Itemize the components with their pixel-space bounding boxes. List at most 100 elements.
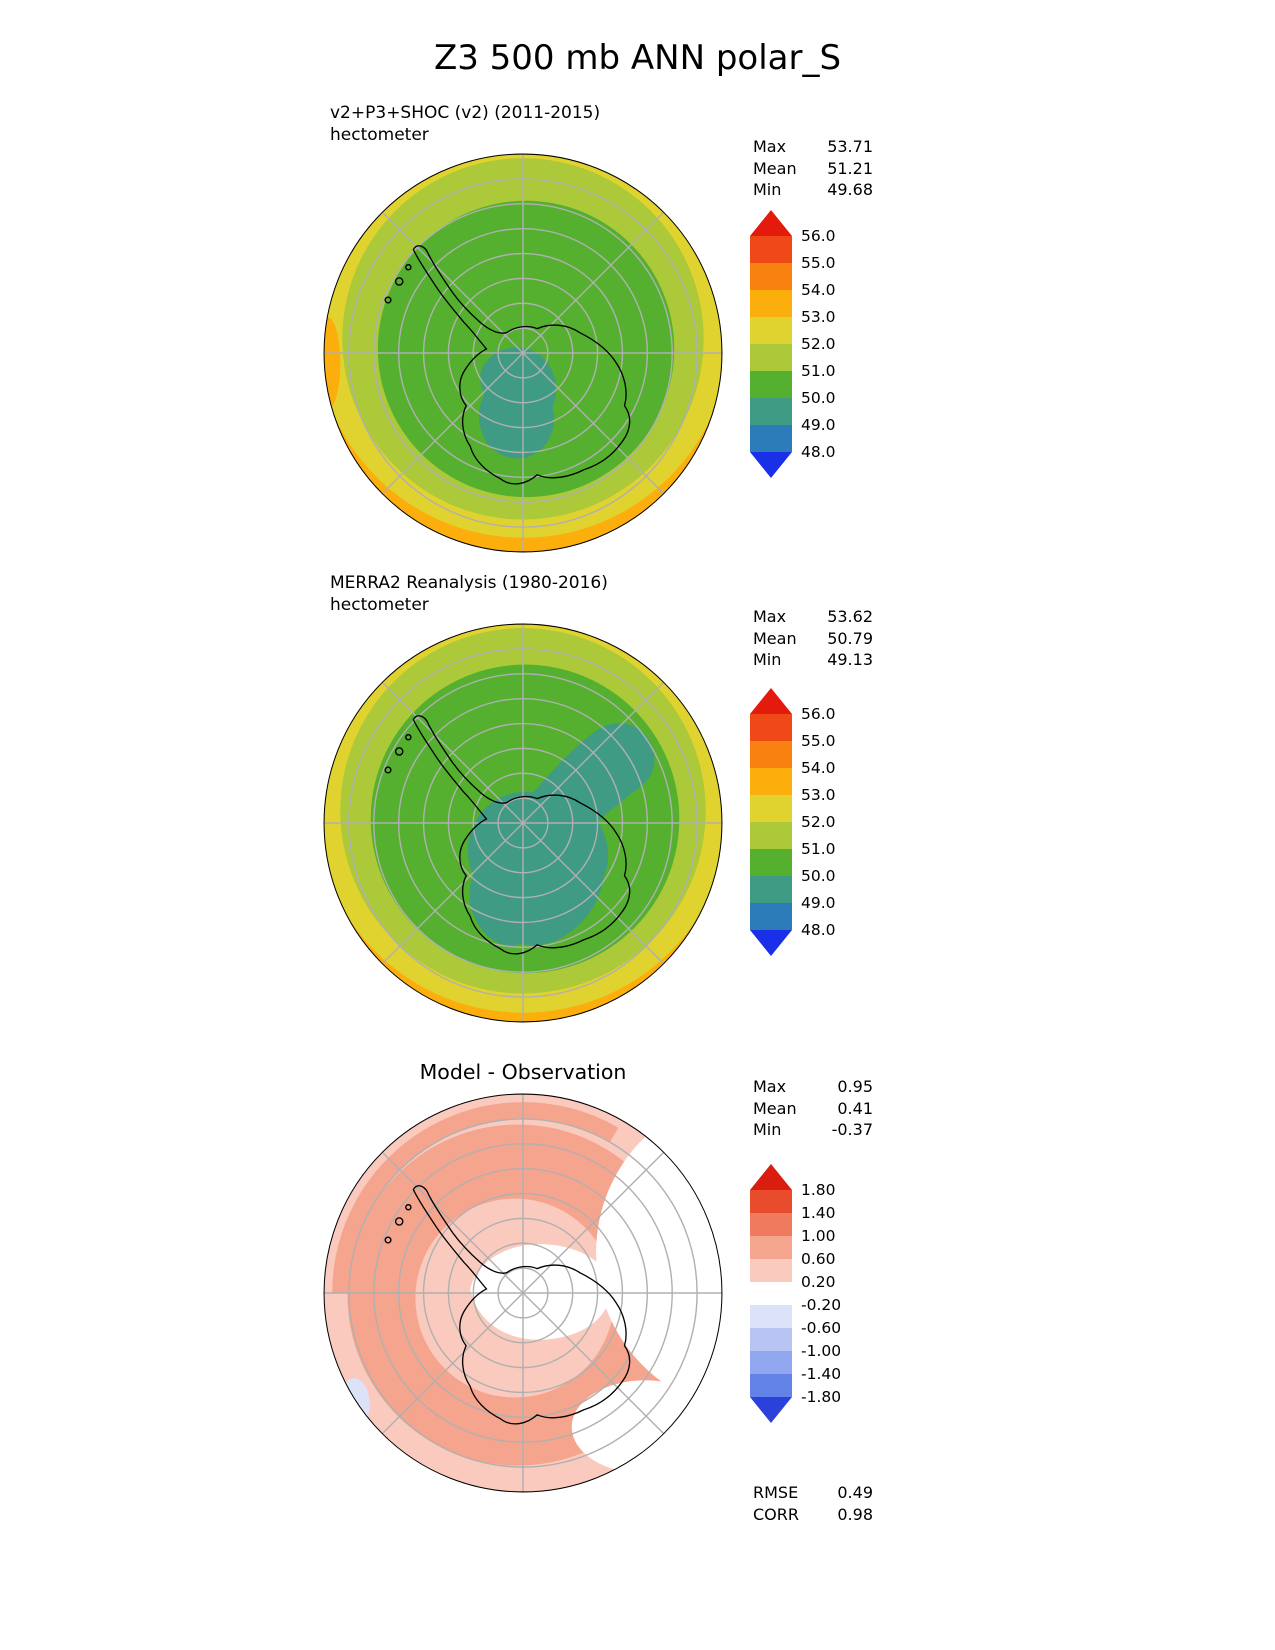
colorbar-over-arrow	[750, 688, 792, 714]
colorbar-band	[750, 1213, 792, 1236]
model-dataset-label: v2+P3+SHOC (v2) (2011-2015) hectometer	[330, 102, 600, 146]
antarctica-coastline	[384, 1185, 631, 1425]
colorbar-under-arrow	[750, 1397, 792, 1423]
colorbar-band	[750, 1282, 792, 1305]
colorbar-band	[750, 236, 792, 263]
stat-value: -0.37	[831, 1120, 873, 1139]
colorbar-tick: 53.0	[801, 308, 836, 326]
colorbar-tick: 55.0	[801, 732, 836, 750]
colorbar-tick: 1.00	[801, 1227, 836, 1245]
colorbar-tick: -1.00	[801, 1342, 842, 1360]
colorbar-tick: -1.80	[801, 1388, 842, 1406]
colorbar-band	[750, 1236, 792, 1259]
diff-stat-max: Max 0.95	[753, 1076, 873, 1098]
obs-stat-max: Max 53.62	[753, 606, 873, 628]
antarctica-coastline	[384, 715, 631, 955]
stat-label: Min	[753, 650, 782, 669]
colorbar-tick: -0.60	[801, 1319, 842, 1337]
metric-value: 0.98	[837, 1504, 873, 1524]
graticule	[324, 1094, 722, 1492]
colorbar-tick: 50.0	[801, 867, 836, 885]
colorbar-tick: 48.0	[801, 443, 836, 461]
colorbar-tick: 54.0	[801, 759, 836, 777]
colorbar-band	[750, 1190, 792, 1213]
metric-value: 0.49	[837, 1483, 873, 1502]
diff-stat-min: Min -0.37	[753, 1119, 873, 1141]
stat-value: 51.21	[827, 158, 873, 178]
colorbar-tick: 53.0	[801, 786, 836, 804]
obs-dataset-name: MERRA2 Reanalysis (1980-2016)	[330, 573, 608, 593]
metric-label: RMSE	[753, 1483, 799, 1502]
colorbar-tick: -0.20	[801, 1296, 842, 1314]
obs-stat-min: Min 49.13	[753, 649, 873, 671]
colorbar-tick: 1.80	[801, 1181, 836, 1199]
obs-polar-map	[323, 623, 723, 1023]
stat-label: Mean	[753, 158, 797, 178]
colorbar-tick: 51.0	[801, 840, 836, 858]
colorbar-band	[750, 768, 792, 795]
colorbar-tick: 51.0	[801, 362, 836, 380]
colorbar-band	[750, 344, 792, 371]
stat-value: 49.68	[827, 180, 873, 199]
stat-label: Mean	[753, 628, 797, 648]
model-units-label: hectometer	[330, 125, 429, 145]
stat-label: Max	[753, 137, 787, 156]
stat-value: 0.41	[837, 1098, 873, 1118]
model-dataset-name: v2+P3+SHOC (v2) (2011-2015)	[330, 103, 601, 123]
obs-units-label: hectometer	[330, 595, 429, 615]
obs-dataset-label: MERRA2 Reanalysis (1980-2016) hectometer	[330, 572, 608, 616]
stat-label: Max	[753, 607, 787, 626]
colorbar-band	[750, 1305, 792, 1328]
colorbar-band	[750, 795, 792, 822]
colorbar-band	[750, 398, 792, 425]
colorbar-band	[750, 822, 792, 849]
model-colorbar: 56.0 55.0 54.0 53.0 52.0 51.0 50.0 49.0 48.0	[750, 210, 836, 478]
colorbar-band	[750, 1328, 792, 1351]
colorbar-tick: 48.0	[801, 921, 836, 939]
graticule	[324, 624, 722, 1022]
model-stats: Max 53.71 Mean 51.21 Min 49.68	[753, 136, 873, 201]
colorbar-band	[750, 290, 792, 317]
diff-stat-mean: Mean 0.41	[753, 1098, 873, 1120]
colorbar-band	[750, 849, 792, 876]
colorbar-band	[750, 741, 792, 768]
colorbar-tick: 52.0	[801, 335, 836, 353]
metric-rmse: RMSE 0.49	[753, 1482, 873, 1504]
obs-colorbar: 56.0 55.0 54.0 53.0 52.0 51.0 50.0 49.0 48.0	[750, 688, 836, 956]
colorbar-band	[750, 317, 792, 344]
colorbar-tick: 49.0	[801, 894, 836, 912]
metric-label: CORR	[753, 1504, 799, 1524]
colorbar-tick: 54.0	[801, 281, 836, 299]
stat-value: 0.95	[837, 1077, 873, 1096]
colorbar-tick: 49.0	[801, 416, 836, 434]
obs-stat-mean: Mean 50.79	[753, 628, 873, 650]
colorbar-band	[750, 371, 792, 398]
metric-corr: CORR 0.98	[753, 1504, 873, 1526]
stat-label: Mean	[753, 1098, 797, 1118]
colorbar-tick: 56.0	[801, 705, 836, 723]
colorbar-band	[750, 263, 792, 290]
colorbar-tick: 0.20	[801, 1273, 836, 1291]
stat-value: 50.79	[827, 628, 873, 648]
colorbar-band	[750, 1259, 792, 1282]
colorbar-tick: 50.0	[801, 389, 836, 407]
colorbar-over-arrow	[750, 1164, 792, 1190]
colorbar-band	[750, 425, 792, 452]
colorbar-band	[750, 1351, 792, 1374]
colorbar-bands	[750, 1190, 792, 1397]
stat-value: 49.13	[827, 650, 873, 669]
colorbar-tick: 1.40	[801, 1204, 836, 1222]
graticule	[324, 154, 722, 552]
colorbar-bands	[750, 236, 792, 452]
stat-value: 53.71	[827, 137, 873, 156]
colorbar-under-arrow	[750, 930, 792, 956]
stat-label: Min	[753, 1120, 782, 1139]
colorbar-band	[750, 1374, 792, 1397]
diff-colorbar: 1.80 1.40 1.00 0.60 0.20 -0.20 -0.60 -1.00 -1.40…	[750, 1164, 841, 1423]
map-boundary	[323, 153, 723, 553]
model-polar-map	[323, 153, 723, 553]
model-stat-min: Min 49.68	[753, 179, 873, 201]
colorbar-band	[750, 876, 792, 903]
diff-stats: Max 0.95 Mean 0.41 Min -0.37	[753, 1076, 873, 1141]
